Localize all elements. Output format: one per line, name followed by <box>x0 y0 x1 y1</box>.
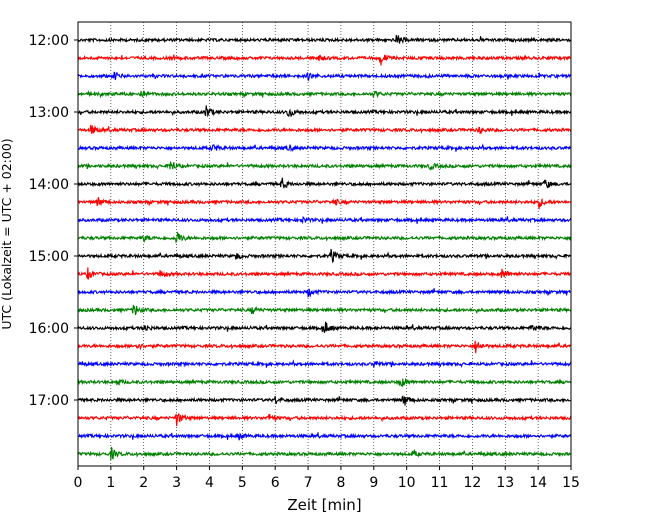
trace-line <box>77 359 572 368</box>
plot-frame <box>77 21 572 467</box>
trace-line <box>77 161 572 171</box>
x-tick-label: 4 <box>205 475 214 491</box>
x-axis-ticks: 0 1 2 3 4 5 6 7 8 9 10 11 12 13 14 15 <box>74 466 580 491</box>
x-tick-label: 6 <box>271 475 280 491</box>
x-tick-label: 12 <box>463 475 481 491</box>
x-tick-label: 2 <box>139 475 148 491</box>
trace-line <box>77 89 572 99</box>
x-tick-label: 1 <box>106 475 115 491</box>
trace-line <box>77 105 572 118</box>
x-tick-label: 14 <box>529 475 547 491</box>
y-tick-label: 12:00 <box>29 33 69 49</box>
trace-line <box>77 340 572 354</box>
y-tick-label: 15:00 <box>29 249 69 265</box>
x-tick-label: 7 <box>304 475 313 491</box>
x-tick-label: 8 <box>336 475 345 491</box>
trace-line <box>77 377 572 388</box>
trace-line <box>77 288 572 298</box>
y-tick-label: 17:00 <box>29 393 69 409</box>
trace-line <box>77 231 572 244</box>
trace-line <box>77 432 572 441</box>
x-tick-label: 0 <box>74 475 83 491</box>
trace-line <box>77 413 572 427</box>
x-axis-label: Zeit [min] <box>287 496 361 514</box>
trace-line <box>77 124 572 135</box>
x-tick-label: 9 <box>369 475 378 491</box>
trace-line <box>77 143 572 153</box>
x-tick-label: 10 <box>398 475 416 491</box>
trace-line <box>77 304 572 316</box>
x-tick-label: 3 <box>172 475 181 491</box>
trace-line <box>77 267 572 280</box>
trace-line <box>77 248 572 264</box>
x-tick-label: 13 <box>496 475 514 491</box>
y-tick-label: 14:00 <box>29 177 69 193</box>
x-tick-label: 11 <box>431 475 449 491</box>
y-tick-label: 16:00 <box>29 321 69 337</box>
trace-line <box>77 54 572 66</box>
trace-line <box>77 71 572 82</box>
x-tick-label: 15 <box>562 475 580 491</box>
trace-line <box>77 446 572 460</box>
trace-line <box>77 216 572 225</box>
y-tick-label: 13:00 <box>29 105 69 121</box>
grid-lines <box>110 22 539 466</box>
x-tick-label: 5 <box>238 475 247 491</box>
trace-line <box>77 321 572 334</box>
trace-line <box>77 395 572 406</box>
y-axis-ticks: 12:00 13:00 14:00 15:00 16:00 17:00 <box>29 33 78 409</box>
trace-line <box>77 34 572 45</box>
trace-line <box>77 196 572 211</box>
seismic-traces <box>77 34 572 460</box>
y-axis-label: UTC (Lokalzeit = UTC + 02:00) <box>0 138 14 329</box>
trace-line <box>77 177 572 189</box>
